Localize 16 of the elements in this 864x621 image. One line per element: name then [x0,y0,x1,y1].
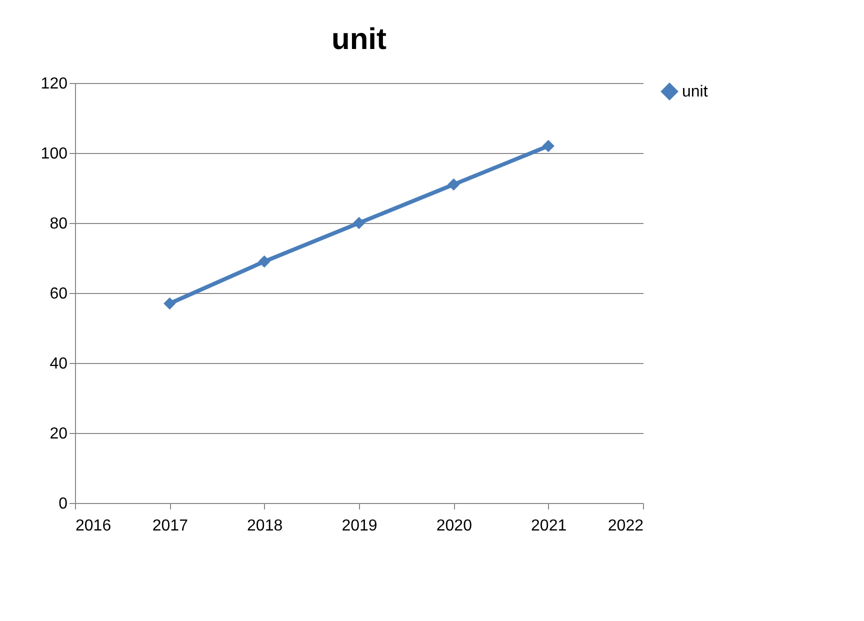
y-tick-label: 20 [50,426,68,442]
x-tick-label: 2020 [436,518,472,534]
x-tick-label: 2018 [247,518,283,534]
legend-label: unit [682,84,708,100]
x-tick-label: 2017 [152,518,188,534]
x-tick-label: 2019 [342,518,378,534]
x-tick-label: 2016 [76,518,112,534]
y-tick-label: 100 [40,146,68,162]
x-tick-label: 2021 [531,518,567,534]
y-tick-label: 0 [58,496,68,512]
chart-title: unit [332,23,386,56]
y-tick-label: 60 [50,286,68,302]
y-tick-label: 40 [50,356,68,372]
y-tick-label: 80 [50,216,68,232]
x-tick-label: 2022 [608,518,644,534]
y-tick-label: 120 [40,76,68,92]
